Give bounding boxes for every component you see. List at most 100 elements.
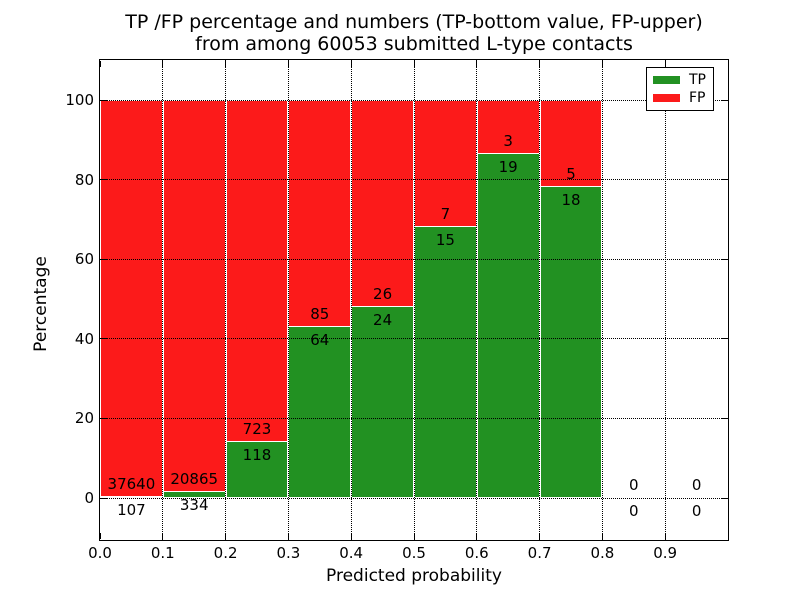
x-tick-label: 0.3 bbox=[276, 544, 301, 562]
y-tick-mark bbox=[101, 258, 107, 260]
x-tick-label: 0.4 bbox=[339, 544, 364, 562]
fp-count-label: 7 bbox=[440, 204, 451, 223]
vertical-gridline bbox=[601, 60, 603, 540]
y-tick-mark bbox=[721, 338, 727, 340]
vertical-gridline bbox=[287, 60, 289, 540]
fp-count-label: 5 bbox=[566, 164, 576, 183]
x-tick-label: 0.6 bbox=[464, 544, 489, 562]
bar-segment-tp bbox=[226, 441, 288, 497]
x-tick-mark bbox=[225, 61, 227, 67]
tp-legend-label: TP bbox=[689, 72, 706, 88]
fp-count-label: 26 bbox=[373, 284, 393, 303]
y-tick-label: 60 bbox=[74, 250, 94, 269]
x-tick-mark bbox=[99, 61, 101, 67]
tp-count-label: 0 bbox=[691, 502, 702, 520]
x-tick-mark bbox=[413, 533, 415, 539]
horizontal-gridline bbox=[100, 417, 728, 419]
y-tick-label: 40 bbox=[74, 329, 94, 348]
bar-segment-tp bbox=[352, 305, 413, 497]
stacked-bar bbox=[100, 100, 163, 498]
x-tick-mark bbox=[162, 533, 164, 539]
y-tick-mark bbox=[101, 417, 107, 419]
vertical-gridline bbox=[413, 60, 415, 540]
horizontal-gridline bbox=[100, 179, 728, 181]
x-tick-label: 0.8 bbox=[590, 544, 615, 562]
horizontal-gridline bbox=[100, 497, 728, 499]
x-tick-label: 0.1 bbox=[150, 544, 175, 562]
x-tick-mark bbox=[162, 61, 164, 67]
vertical-gridline bbox=[350, 60, 352, 540]
fp-count-label: 723 bbox=[242, 420, 272, 439]
tp-count-label: 64 bbox=[310, 331, 330, 350]
vertical-gridline bbox=[476, 60, 478, 540]
fp-count-label: 0 bbox=[629, 476, 639, 494]
x-tick-mark bbox=[727, 61, 729, 67]
y-tick-label: 80 bbox=[74, 170, 94, 189]
x-tick-mark bbox=[727, 533, 729, 539]
fp-count-label: 20865 bbox=[170, 469, 219, 488]
x-tick-mark bbox=[539, 533, 541, 539]
stacked-bar bbox=[414, 100, 477, 498]
tp-count-label: 15 bbox=[435, 230, 455, 249]
tp-count-label: 118 bbox=[242, 446, 272, 465]
x-tick-mark bbox=[225, 533, 227, 539]
x-tick-mark bbox=[539, 61, 541, 67]
bar-segment-tp bbox=[163, 490, 225, 497]
bar-segment-fp bbox=[540, 101, 602, 186]
stacked-bar bbox=[351, 100, 414, 498]
vertical-gridline bbox=[664, 60, 666, 540]
bar-segment-tp bbox=[415, 225, 476, 497]
fp-legend-label: FP bbox=[689, 90, 706, 106]
x-tick-mark bbox=[350, 533, 352, 539]
bar-segment-fp bbox=[477, 101, 539, 154]
fp-legend-swatch bbox=[653, 94, 680, 102]
x-tick-label: 0.0 bbox=[88, 544, 112, 562]
tp-legend-swatch bbox=[653, 76, 680, 84]
bar-segment-fp bbox=[415, 101, 476, 226]
vertical-gridline bbox=[162, 60, 164, 540]
x-tick-mark bbox=[476, 61, 478, 67]
x-tick-mark bbox=[476, 533, 478, 539]
y-tick-mark bbox=[721, 179, 727, 181]
tp-count-label: 0 bbox=[629, 502, 639, 520]
tp-count-label: 107 bbox=[117, 500, 146, 519]
y-tick-label: 0 bbox=[84, 489, 94, 507]
x-tick-label: 0.7 bbox=[527, 544, 552, 562]
bar-segment-fp bbox=[289, 101, 351, 327]
chart-title: TP /FP percentage and numbers (TP-bottom… bbox=[100, 11, 728, 55]
horizontal-gridline bbox=[100, 258, 728, 260]
x-tick-mark bbox=[287, 61, 289, 67]
y-tick-mark bbox=[721, 99, 727, 101]
x-tick-label: 0.5 bbox=[402, 544, 426, 562]
bar-segment-tp bbox=[540, 185, 602, 497]
horizontal-gridline bbox=[100, 99, 728, 101]
y-tick-mark bbox=[101, 497, 107, 499]
y-tick-mark bbox=[101, 99, 107, 101]
tp-count-label: 18 bbox=[561, 190, 581, 209]
bar-segment-fp bbox=[163, 101, 225, 491]
tp-count-label: 24 bbox=[373, 310, 393, 329]
bar-segment-tp bbox=[477, 153, 539, 497]
x-tick-mark bbox=[413, 61, 415, 67]
y-tick-label: 20 bbox=[74, 409, 94, 428]
fp-count-label: 37640 bbox=[107, 474, 156, 493]
x-tick-mark bbox=[664, 61, 666, 67]
x-tick-label: 0.9 bbox=[653, 544, 678, 562]
vertical-gridline bbox=[225, 60, 227, 540]
y-tick-label: 100 bbox=[65, 91, 94, 109]
y-tick-mark bbox=[101, 179, 107, 181]
fp-count-label: 0 bbox=[691, 476, 702, 494]
legend-item-tp: TP bbox=[653, 73, 707, 87]
x-axis-label: Predicted probability bbox=[326, 566, 502, 586]
x-tick-mark bbox=[350, 61, 352, 67]
horizontal-gridline bbox=[100, 338, 728, 340]
bar-segment-fp bbox=[352, 101, 413, 306]
x-tick-mark bbox=[287, 533, 289, 539]
vertical-gridline bbox=[539, 60, 541, 540]
bar-segment-fp bbox=[101, 101, 162, 496]
stacked-bar bbox=[225, 100, 289, 498]
x-tick-label: 0.2 bbox=[213, 544, 238, 562]
bar-segment-fp bbox=[226, 101, 288, 442]
